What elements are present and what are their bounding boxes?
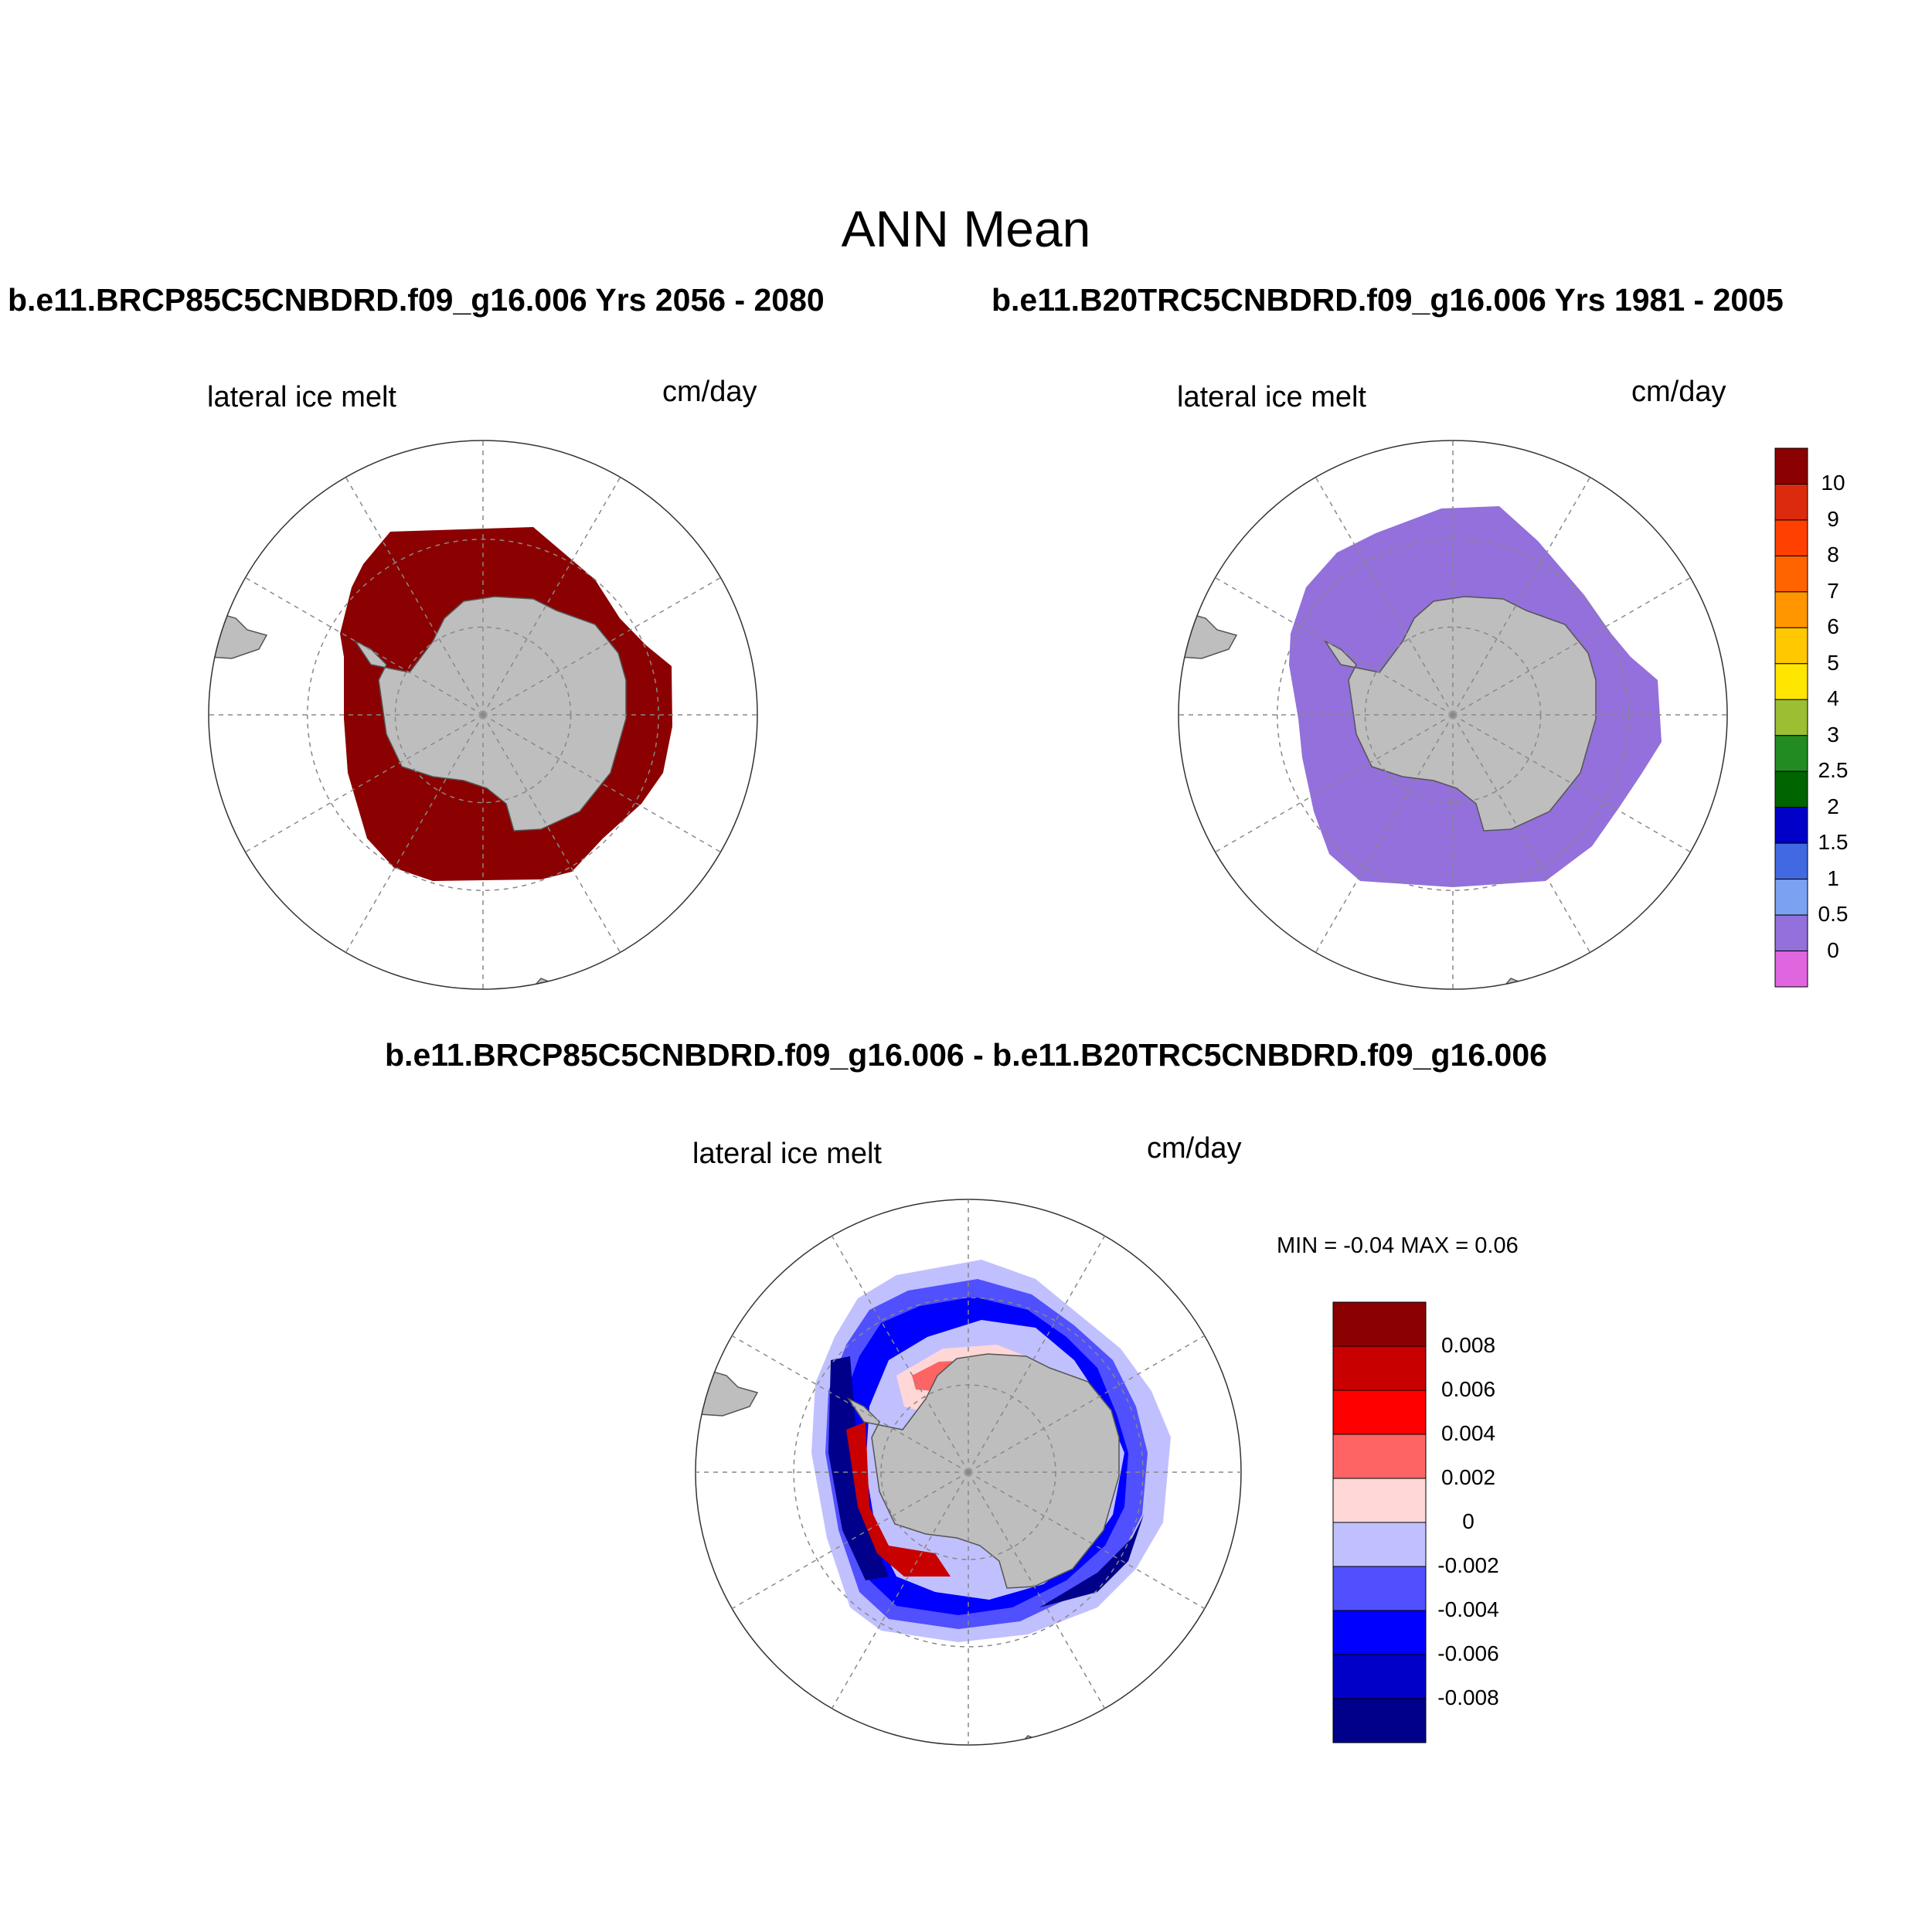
panel-c-variable: lateral ice melt: [692, 1138, 882, 1170]
colorbar-tick-label: 10: [1821, 471, 1845, 495]
latitude-circle: [1364, 626, 1542, 804]
colorbar-tick-label: 4: [1827, 686, 1839, 711]
case-a-title: b.e11.BRCP85C5CNBDRD.f09_g16.006 Yrs 205…: [8, 282, 825, 318]
colorbar-swatch: [1774, 879, 1808, 916]
colorbar-swatch: [1332, 1389, 1427, 1435]
colorbar-tick-label: 2: [1827, 794, 1839, 818]
map-panel-rcp85: [209, 527, 672, 989]
colorbar-swatch: [1332, 1301, 1427, 1347]
colorbar-tick-label: 0.5: [1818, 902, 1849, 927]
latitude-circle: [880, 1384, 1056, 1560]
map-boundary-rcp85: [208, 440, 758, 990]
colorbar-difference: [1332, 1301, 1427, 1743]
colorbar-swatch: [1332, 1478, 1427, 1523]
antarctica-landmass: [1323, 596, 1597, 832]
colorbar-swatch: [1774, 770, 1808, 808]
colorbar-swatch: [1774, 447, 1808, 485]
colorbar-tick-label: 8: [1827, 543, 1839, 567]
graticule-rcp85: [209, 440, 757, 989]
sea-ice-field-rcp85: [340, 527, 672, 881]
graticule-difference: [696, 1199, 1241, 1745]
panel-c-units: cm/day: [1147, 1132, 1242, 1165]
colorbar-tick-label: 5: [1827, 650, 1839, 675]
min-max-label: MIN = -0.04 MAX = 0.06: [1277, 1233, 1519, 1258]
panel-b-variable: lateral ice melt: [1177, 381, 1366, 413]
latitude-circle: [307, 539, 659, 891]
south-america-tip: [209, 610, 268, 659]
colorbar-tick-label: 9: [1827, 506, 1839, 531]
colorbar-absolute: [1774, 447, 1808, 988]
colorbar-tick-label: 1.5: [1818, 830, 1849, 855]
colorbar-swatch: [1332, 1610, 1427, 1655]
colorbar-swatch: [1332, 1698, 1427, 1743]
map-panel-difference: [699, 1260, 1171, 1745]
colorbar-tick-label: 0: [1827, 937, 1839, 962]
graticule-20tr: [1179, 440, 1727, 989]
colorbar-tick-label: 0: [1462, 1509, 1475, 1533]
difference-title: b.e11.BRCP85C5CNBDRD.f09_g16.006 - b.e11…: [385, 1037, 1547, 1073]
colorbar-swatch: [1774, 591, 1808, 628]
colorbar-tick-label: 0.004: [1440, 1421, 1496, 1445]
colorbar-swatch: [1332, 1345, 1427, 1391]
colorbar-swatch: [1332, 1654, 1427, 1699]
latitude-circle: [394, 626, 572, 804]
colorbar-tick-label: -0.004: [1437, 1597, 1499, 1621]
colorbar-swatch: [1774, 483, 1808, 521]
figure-title: ANN Mean: [841, 200, 1091, 257]
diff-red-peninsula: [846, 1422, 951, 1577]
colorbar-swatch: [1774, 951, 1808, 988]
colorbar-swatch: [1774, 735, 1808, 772]
colorbar-swatch: [1332, 1434, 1427, 1479]
colorbar-tick-label: 6: [1827, 614, 1839, 639]
sea-ice-field-20tr: [1289, 506, 1662, 887]
colorbar-swatch: [1332, 1522, 1427, 1567]
colorbar-tick-label: 0.008: [1440, 1333, 1496, 1357]
south-america-tip: [699, 1367, 759, 1417]
antarctica-landmass: [353, 596, 627, 832]
panel-b-units: cm/day: [1631, 376, 1726, 408]
panel-a-variable: lateral ice melt: [207, 381, 396, 413]
map-panel-20tr: [1179, 506, 1662, 989]
colorbar-tick-label: -0.002: [1437, 1553, 1499, 1577]
map-boundary-20tr: [1178, 440, 1728, 990]
colorbar-swatch: [1774, 519, 1808, 556]
colorbar-tick-label: 0.006: [1440, 1377, 1496, 1401]
colorbar-tick-label: -0.006: [1437, 1641, 1499, 1665]
colorbar-swatch: [1774, 555, 1808, 593]
colorbar-tick-label: -0.008: [1437, 1685, 1499, 1709]
colorbar-tick-label: 7: [1827, 578, 1839, 603]
panel-a-units: cm/day: [662, 376, 757, 408]
colorbar-tick-label: 1: [1827, 866, 1839, 890]
colorbar-tick-label: 2.5: [1818, 758, 1849, 783]
colorbar-tick-label: 3: [1827, 722, 1839, 747]
colorbar-swatch: [1332, 1566, 1427, 1611]
latitude-circle: [793, 1297, 1144, 1648]
latitude-circle: [1277, 539, 1629, 891]
south-america-tip: [1179, 610, 1238, 659]
colorbar-swatch: [1774, 627, 1808, 665]
colorbar-tick-label: 0.002: [1440, 1465, 1496, 1489]
antarctica-landmass: [846, 1353, 1120, 1589]
case-b-title: b.e11.B20TRC5CNBDRD.f09_g16.006 Yrs 1981…: [992, 282, 1784, 318]
